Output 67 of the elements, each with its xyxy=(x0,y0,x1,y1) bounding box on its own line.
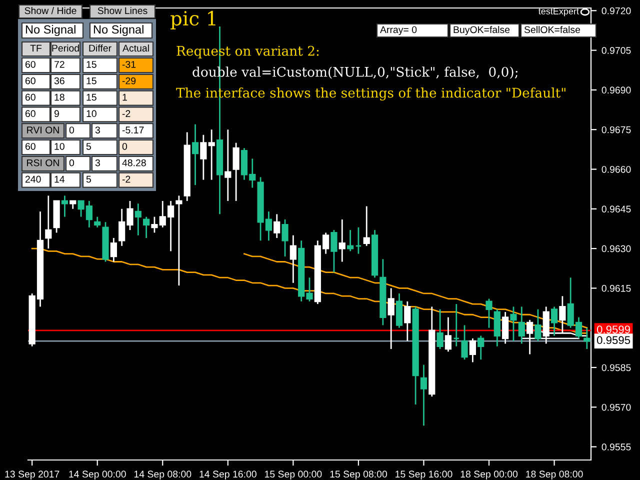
annotation: testExpert xyxy=(538,8,579,16)
annotation: 60 xyxy=(25,142,36,150)
annotation: 3 xyxy=(95,126,100,134)
annotation: 0 xyxy=(69,159,74,166)
x-tick-label: 15 Sep 16:00 xyxy=(396,470,452,480)
annotation: SellOK=false xyxy=(524,26,580,34)
annotation: 0 xyxy=(122,142,128,150)
y-tick-label: 0.9615 xyxy=(602,284,631,292)
ref-line-label: 0.9599 xyxy=(596,326,630,334)
annotation: -31 xyxy=(122,60,136,68)
annotation: 5 xyxy=(86,176,91,183)
annotation: RVI ON xyxy=(27,126,59,134)
y-tick-label: 0.9630 xyxy=(602,245,631,252)
annotation: 10 xyxy=(54,142,64,150)
annotation: RSI ON xyxy=(27,159,59,166)
x-tick-label: 18 Sep 00:00 xyxy=(460,470,518,480)
annotation: -5.17 xyxy=(122,126,144,134)
y-tick-label: 0.9570 xyxy=(602,404,631,411)
annotation: Differ xyxy=(89,44,112,52)
annotation: Show / Hide xyxy=(24,6,76,14)
annotation: 3 xyxy=(95,159,100,166)
annotation: 60 xyxy=(25,60,36,68)
x-tick-label: 15 Sep 08:00 xyxy=(330,470,387,480)
annotation: Actual xyxy=(122,44,149,52)
y-tick-label: 0.9660 xyxy=(602,166,631,173)
annotation: BuyOK=false xyxy=(454,26,510,36)
annotation: Show Lines xyxy=(98,6,148,14)
ref-line-label: 0.9595 xyxy=(596,336,630,344)
annotation: Period xyxy=(52,44,79,52)
annotation: 15 xyxy=(86,61,96,68)
annotation: 60 xyxy=(25,94,36,101)
annotation: No Signal xyxy=(26,25,76,36)
y-tick-label: 0.9720 xyxy=(602,7,631,14)
annotation: 14 xyxy=(54,176,65,183)
x-tick-label: 14 Sep 08:00 xyxy=(134,470,192,480)
annotation: 0 xyxy=(69,126,74,134)
x-tick-label: 18 Sep 08:00 xyxy=(526,470,583,480)
annotation: -2 xyxy=(122,110,130,117)
y-tick-label: 0.9690 xyxy=(602,86,631,94)
annotation: 36 xyxy=(54,77,64,84)
annotation: 48.28 xyxy=(122,159,146,166)
annotation: 60 xyxy=(25,77,36,84)
annotation: 15 xyxy=(86,94,96,101)
y-tick-label: 0.9705 xyxy=(602,47,631,54)
y-tick-label: 0.9585 xyxy=(602,364,631,372)
annotation: 5 xyxy=(86,143,91,150)
annotation: No Signal xyxy=(94,25,144,36)
annotation: 18 xyxy=(54,94,64,101)
x-tick-label: 15 Sep 00:00 xyxy=(265,470,322,480)
x-tick-label: 13 Sep 2017 xyxy=(5,470,60,480)
annotation: 72 xyxy=(54,60,64,68)
chart-title: pic 1 xyxy=(170,10,216,30)
annotation: 60 xyxy=(25,110,36,118)
annotation: 9 xyxy=(54,110,59,118)
annotation: 1 xyxy=(122,94,127,101)
annotation: TF xyxy=(30,44,42,52)
annotation: 240 xyxy=(25,176,41,183)
annotation: 10 xyxy=(86,110,96,118)
annotation: -29 xyxy=(122,77,136,84)
y-tick-label: 0.9675 xyxy=(602,126,631,134)
y-tick-label: 0.9555 xyxy=(602,444,631,450)
annotation: 15 xyxy=(86,77,96,84)
x-tick-label: 14 Sep 00:00 xyxy=(69,470,126,480)
y-tick-label: 0.9645 xyxy=(602,206,631,213)
annotation: Array= 0 xyxy=(380,26,417,36)
x-tick-label: 14 Sep 16:00 xyxy=(200,470,256,480)
annotation: -2 xyxy=(122,176,130,183)
